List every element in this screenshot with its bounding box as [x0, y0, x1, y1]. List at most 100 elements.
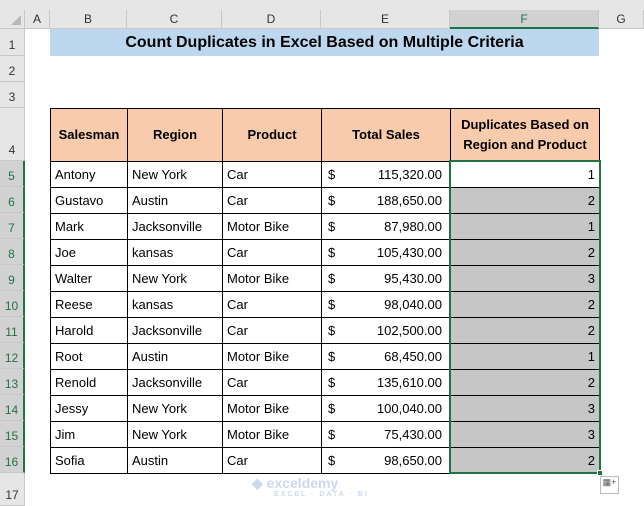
cell-duplicates[interactable]: 1: [450, 213, 600, 240]
row-header-3[interactable]: 3: [0, 82, 25, 108]
row-header-15[interactable]: 15: [0, 421, 25, 447]
cell-total-sales[interactable]: $98,040.00: [321, 291, 451, 318]
currency-symbol: $: [328, 453, 336, 468]
row-header-17[interactable]: 17: [0, 473, 25, 506]
row-header-13[interactable]: 13: [0, 369, 25, 395]
cell-salesman[interactable]: Jim: [50, 421, 128, 448]
row-header-6[interactable]: 6: [0, 187, 25, 213]
sheet-title[interactable]: Count Duplicates in Excel Based on Multi…: [50, 29, 599, 56]
cell-region[interactable]: kansas: [127, 291, 223, 318]
cell-region[interactable]: New York: [127, 395, 223, 422]
cell-region[interactable]: New York: [127, 421, 223, 448]
cell-salesman[interactable]: Walter: [50, 265, 128, 292]
amount: 98,650.00: [384, 453, 442, 468]
cell-region[interactable]: New York: [127, 161, 223, 188]
cell-region[interactable]: Austin: [127, 187, 223, 214]
row-header-2[interactable]: 2: [0, 56, 25, 82]
cell-product[interactable]: Car: [222, 369, 322, 396]
row-header-14[interactable]: 14: [0, 395, 25, 421]
row-header-1[interactable]: 1: [0, 29, 25, 56]
cell-duplicates[interactable]: 1: [450, 343, 600, 370]
cell-product[interactable]: Motor Bike: [222, 395, 322, 422]
cell-total-sales[interactable]: $68,450.00: [321, 343, 451, 370]
cell-duplicates[interactable]: 1: [450, 161, 600, 188]
cell-duplicates[interactable]: 3: [450, 421, 600, 448]
cell-salesman[interactable]: Joe: [50, 239, 128, 266]
row-header-8[interactable]: 8: [0, 239, 25, 265]
currency-symbol: $: [328, 427, 336, 442]
column-header-b[interactable]: B: [50, 10, 127, 29]
cell-salesman[interactable]: Reese: [50, 291, 128, 318]
cell-product[interactable]: Car: [222, 291, 322, 318]
cell-product[interactable]: Car: [222, 161, 322, 188]
cell-salesman[interactable]: Gustavo: [50, 187, 128, 214]
cell-salesman[interactable]: Antony: [50, 161, 128, 188]
cell-product[interactable]: Car: [222, 239, 322, 266]
row-header-11[interactable]: 11: [0, 317, 25, 343]
column-header-e[interactable]: E: [321, 10, 450, 29]
row-header-7[interactable]: 7: [0, 213, 25, 239]
cell-product[interactable]: Motor Bike: [222, 265, 322, 292]
cell-region[interactable]: Austin: [127, 343, 223, 370]
cell-product[interactable]: Car: [222, 447, 322, 474]
currency-symbol: $: [328, 401, 336, 416]
cell-product[interactable]: Motor Bike: [222, 421, 322, 448]
header-region[interactable]: Region: [127, 108, 223, 162]
column-header-f[interactable]: F: [450, 10, 599, 29]
column-header-c[interactable]: C: [127, 10, 222, 29]
cell-product[interactable]: Car: [222, 317, 322, 344]
cell-salesman[interactable]: Harold: [50, 317, 128, 344]
row-header-9[interactable]: 9: [0, 265, 25, 291]
ribbon-edge: [0, 0, 644, 10]
cell-region[interactable]: Jacksonville: [127, 369, 223, 396]
row-header-16[interactable]: 16: [0, 447, 25, 473]
cell-duplicates[interactable]: 2: [450, 447, 600, 474]
cell-total-sales[interactable]: $100,040.00: [321, 395, 451, 422]
fill-handle[interactable]: [597, 470, 603, 476]
cell-total-sales[interactable]: $188,650.00: [321, 187, 451, 214]
header-total-sales[interactable]: Total Sales: [321, 108, 451, 162]
cell-duplicates[interactable]: 2: [450, 187, 600, 214]
cell-salesman[interactable]: Sofia: [50, 447, 128, 474]
cell-region[interactable]: kansas: [127, 239, 223, 266]
select-all-button[interactable]: [0, 10, 25, 29]
cell-total-sales[interactable]: $75,430.00: [321, 421, 451, 448]
cell-total-sales[interactable]: $115,320.00: [321, 161, 451, 188]
cell-total-sales[interactable]: $102,500.00: [321, 317, 451, 344]
cell-salesman[interactable]: Root: [50, 343, 128, 370]
quick-analysis-icon[interactable]: ▦+: [600, 476, 619, 494]
amount: 87,980.00: [384, 219, 442, 234]
cell-duplicates[interactable]: 2: [450, 291, 600, 318]
header-salesman[interactable]: Salesman: [50, 108, 128, 162]
column-header-d[interactable]: D: [222, 10, 321, 29]
cell-salesman[interactable]: Mark: [50, 213, 128, 240]
cell-total-sales[interactable]: $105,430.00: [321, 239, 451, 266]
cell-total-sales[interactable]: $135,610.00: [321, 369, 451, 396]
cell-duplicates[interactable]: 2: [450, 317, 600, 344]
column-header-a[interactable]: A: [25, 10, 50, 29]
cell-duplicates[interactable]: 3: [450, 265, 600, 292]
row-header-10[interactable]: 10: [0, 291, 25, 317]
cell-region[interactable]: Jacksonville: [127, 317, 223, 344]
cell-region[interactable]: Austin: [127, 447, 223, 474]
header-duplicates[interactable]: Duplicates Based on Region and Product: [450, 108, 600, 162]
cell-salesman[interactable]: Renold: [50, 369, 128, 396]
row-header-12[interactable]: 12: [0, 343, 25, 369]
cell-total-sales[interactable]: $98,650.00: [321, 447, 451, 474]
cell-salesman[interactable]: Jessy: [50, 395, 128, 422]
cell-duplicates[interactable]: 2: [450, 369, 600, 396]
cell-product[interactable]: Motor Bike: [222, 343, 322, 370]
column-header-g[interactable]: G: [599, 10, 644, 29]
cell-region[interactable]: Jacksonville: [127, 213, 223, 240]
cell-region[interactable]: New York: [127, 265, 223, 292]
cell-duplicates[interactable]: 2: [450, 239, 600, 266]
cell-product[interactable]: Motor Bike: [222, 213, 322, 240]
row-header-4[interactable]: 4: [0, 108, 25, 161]
cell-total-sales[interactable]: $95,430.00: [321, 265, 451, 292]
currency-symbol: $: [328, 193, 336, 208]
cell-product[interactable]: Car: [222, 187, 322, 214]
header-product[interactable]: Product: [222, 108, 322, 162]
cell-total-sales[interactable]: $87,980.00: [321, 213, 451, 240]
row-header-5[interactable]: 5: [0, 161, 25, 187]
cell-duplicates[interactable]: 3: [450, 395, 600, 422]
